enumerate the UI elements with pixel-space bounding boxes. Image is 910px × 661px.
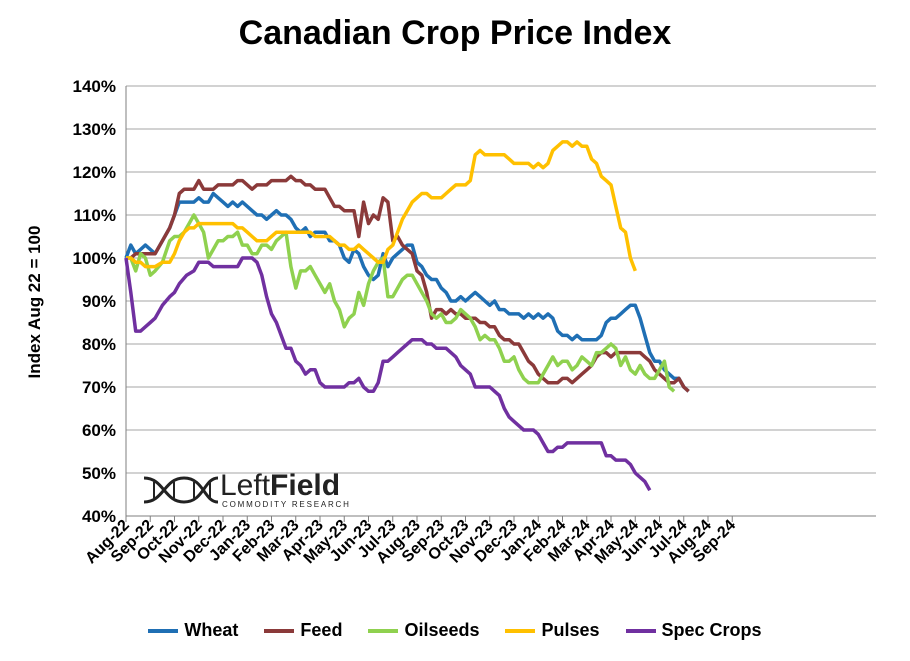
legend-item-pulses: Pulses xyxy=(505,620,600,641)
y-tick-label: 60% xyxy=(82,421,116,440)
legend-item-feed: Feed xyxy=(264,620,342,641)
y-tick-label: 140% xyxy=(73,77,116,96)
legend-item-oilseeds: Oilseeds xyxy=(368,620,479,641)
y-tick-label: 130% xyxy=(73,120,116,139)
legend-item-wheat: Wheat xyxy=(148,620,238,641)
chart-legend: Wheat Feed Oilseeds Pulses Spec Crops xyxy=(0,620,910,641)
y-tick-label: 80% xyxy=(82,335,116,354)
legend-label: Oilseeds xyxy=(404,620,480,640)
y-tick-label: 70% xyxy=(82,378,116,397)
series-line-spec-crops xyxy=(124,256,652,492)
legend-swatch xyxy=(264,628,295,633)
series-line-wheat xyxy=(124,191,690,393)
series-line-pulses xyxy=(126,140,637,272)
y-tick-label: 110% xyxy=(73,206,116,225)
y-tick-labels: 40% 50% 60% 70% 80% 90% 100% 110% 120% 130% 140% xyxy=(73,77,116,526)
logo-subtitle: COMMODITY RESEARCH xyxy=(222,499,351,509)
leftfield-logo: LeftField COMMODITY RESEARCH xyxy=(140,470,351,510)
y-tick-label: 120% xyxy=(73,163,116,182)
chart-title: Canadian Crop Price Index xyxy=(238,14,672,52)
legend-label: Feed xyxy=(300,620,343,640)
y-tick-label: 90% xyxy=(82,292,116,311)
axes xyxy=(125,86,876,522)
legend-swatch xyxy=(505,628,536,633)
x-tick-labels: Aug-22Sep-22Oct-22Nov-22Dec-22Jan-23Feb-… xyxy=(82,517,739,567)
legend-label: Wheat xyxy=(184,620,239,640)
series-lines xyxy=(124,140,690,492)
legend-swatch xyxy=(368,628,399,633)
dna-logo-icon xyxy=(143,476,219,504)
legend-swatch xyxy=(148,628,179,633)
y-tick-label: 50% xyxy=(82,464,116,483)
y-tick-label: 40% xyxy=(82,507,116,526)
y-tick-label: 100% xyxy=(73,249,116,268)
line-chart: 40% 50% 60% 70% 80% 90% 100% 110% 120% 130% 140% A… xyxy=(25,77,876,567)
y-axis-label: Index Aug 22 = 100 xyxy=(25,226,44,379)
legend-swatch xyxy=(625,628,656,633)
grid-lines xyxy=(126,85,876,517)
series-line-oilseeds xyxy=(126,213,676,393)
legend-item-spec-crops: Spec Crops xyxy=(625,620,762,641)
legend-label: Pulses xyxy=(541,620,600,640)
logo-brand: LeftField xyxy=(220,468,341,502)
legend-label: Spec Crops xyxy=(661,620,762,640)
